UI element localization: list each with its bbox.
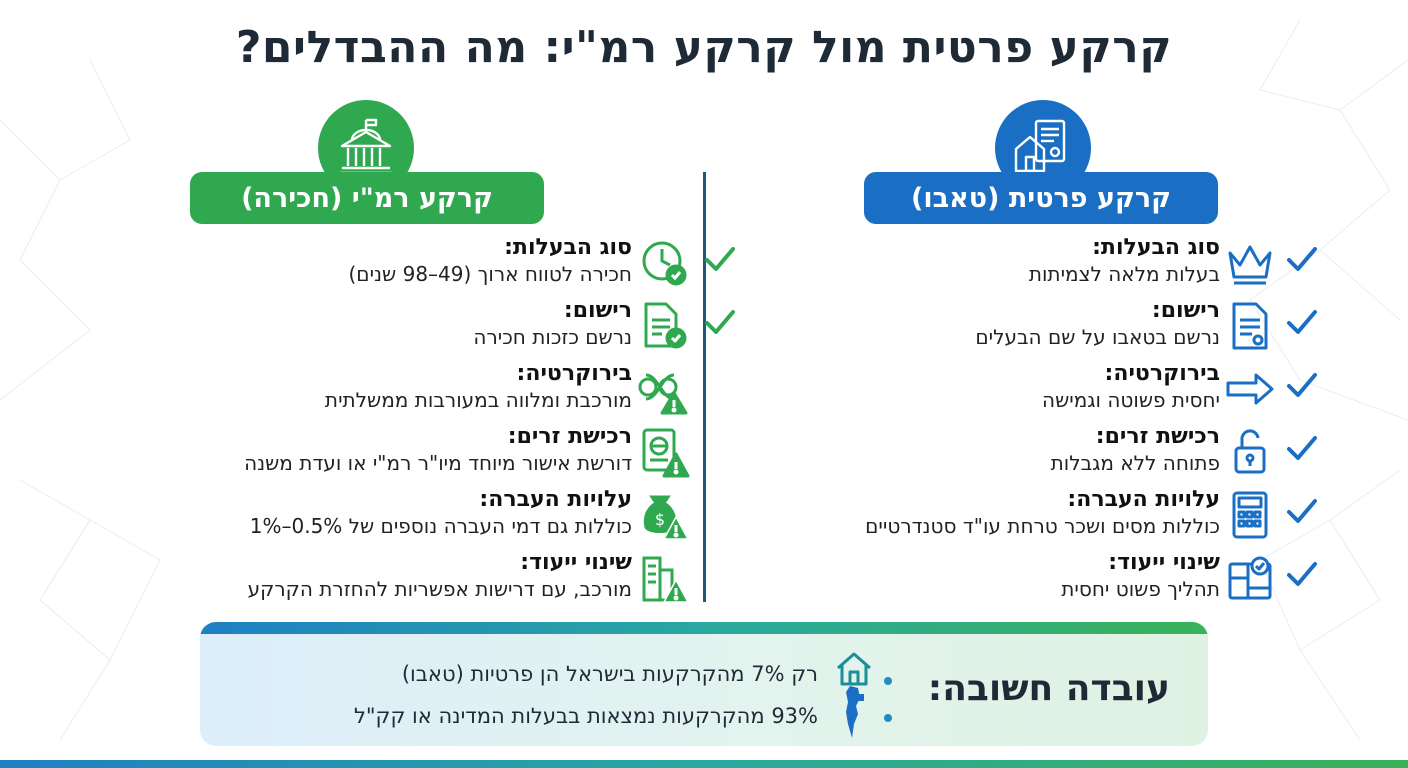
check-icon — [1284, 493, 1320, 529]
passport-warning-icon — [638, 426, 690, 478]
row-label: שינוי ייעוד: — [520, 550, 632, 575]
rmi-row-foreign-purchase: רכישת זרים: דורשת אישור מיוחד מיו"ר רמ"י… — [110, 424, 690, 484]
israel-map-icon — [838, 684, 868, 740]
row-label: רישום: — [1151, 298, 1220, 323]
row-description: דורשת אישור מיוחד מיו"ר רמ"י או ועדת משנ… — [244, 451, 632, 475]
row-description: כוללות מסים ושכר טרחת עו"ד סטנדרטיים — [865, 514, 1220, 538]
blueprint-check-icon — [1224, 552, 1276, 604]
rmi-row-ownership: סוג הבעלות: חכירה לטווח ארוך (49–98 שנים… — [110, 235, 735, 295]
document-check-icon — [638, 300, 690, 352]
rmi-row-rezoning: שינוי ייעוד: מורכב, עם דרישות אפשריות לה… — [110, 550, 690, 610]
rmi-row-bureaucracy: בירוקרטיה: מורכבת ומלווה במעורבות ממשלתי… — [110, 361, 690, 421]
rmi-row-transfer-costs: $ עלויות העברה: כוללות גם דמי העברה נוספ… — [110, 487, 690, 547]
check-icon — [702, 304, 738, 340]
tangled-warning-icon — [638, 363, 690, 415]
check-icon — [1284, 304, 1320, 340]
check-icon — [1284, 556, 1320, 592]
row-description: מורכב, עם דרישות אפשריות להחזרת הקרקע — [247, 577, 632, 601]
clock-check-icon — [638, 237, 690, 289]
fact-item-private: רק 7% מהקרקעות בישראל הן פרטיות (טאבו) — [401, 662, 818, 686]
row-description: בעלות מלאה לצמיתות — [1028, 262, 1220, 286]
important-fact-box: עובדה חשובה: רק 7% מהקרקעות בישראל הן פר… — [200, 622, 1208, 746]
row-description: חכירה לטווח ארוך (49–98 שנים) — [348, 262, 633, 286]
page-title: קרקע פרטית מול קרקע רמ"י: מה ההבדלים? — [235, 22, 1173, 73]
row-description: נרשם בטאבו על שם הבעלים — [975, 325, 1220, 349]
private-row-ownership: סוג הבעלות: בעלות מלאה לצמיתות — [700, 235, 1320, 295]
row-label: בירוקרטיה: — [516, 361, 632, 386]
svg-text:$: $ — [655, 510, 665, 529]
row-label: שינוי ייעוד: — [1108, 550, 1220, 575]
row-description: מורכבת ומלווה במעורבות ממשלתית — [324, 388, 632, 412]
check-icon — [1284, 367, 1320, 403]
check-icon — [1284, 430, 1320, 466]
row-label: רכישת זרים: — [1095, 424, 1220, 449]
row-label: בירוקרטיה: — [1104, 361, 1220, 386]
check-icon — [1284, 241, 1320, 277]
rmi-row-registration: רישום: נרשם כזכות חכירה — [110, 298, 735, 358]
arrow-right-icon — [1224, 363, 1276, 415]
private-row-bureaucracy: בירוקרטיה: יחסית פשוטה וגמישה — [700, 361, 1320, 421]
row-description: כוללות גם דמי העברה נוספים של 0.5%–1% — [249, 514, 632, 538]
buildings-warning-icon — [638, 552, 690, 604]
private-row-rezoning: שינוי ייעוד: תהליך פשוט יחסית — [700, 550, 1320, 610]
crown-icon — [1224, 237, 1276, 289]
fact-item-state: 93% מהקרקעות נמצאות בבעלות המדינה או קק"… — [353, 704, 818, 728]
document-seal-icon — [1224, 300, 1276, 352]
row-label: סוג הבעלות: — [1092, 235, 1220, 260]
row-label: עלויות העברה: — [1067, 487, 1220, 512]
row-description: פתוחה ללא מגבלות — [1050, 451, 1220, 475]
bottom-accent-bar — [0, 760, 1408, 768]
calculator-icon — [1224, 489, 1276, 541]
money-bag-warning-icon: $ — [638, 489, 690, 541]
row-label: רישום: — [563, 298, 632, 323]
private-land-heading: קרקע פרטית (טאבו) — [864, 172, 1218, 224]
fact-box-accent-bar — [200, 622, 1208, 634]
bullet-dot — [884, 677, 892, 685]
column-divider — [703, 172, 706, 602]
row-description: נרשם כזכות חכירה — [473, 325, 632, 349]
row-description: יחסית פשוטה וגמישה — [1042, 388, 1220, 412]
house-icon — [834, 650, 874, 688]
fact-title: עובדה חשובה: — [927, 668, 1170, 709]
unlocked-padlock-icon — [1224, 426, 1276, 478]
row-label: רכישת זרים: — [507, 424, 632, 449]
row-description: תהליך פשוט יחסית — [1061, 577, 1220, 601]
rmi-land-heading: קרקע רמ"י (חכירה) — [190, 172, 544, 224]
private-row-registration: רישום: נרשם בטאבו על שם הבעלים — [700, 298, 1320, 358]
bullet-dot — [884, 714, 892, 722]
row-label: עלויות העברה: — [479, 487, 632, 512]
check-icon — [702, 241, 738, 277]
private-row-transfer-costs: עלויות העברה: כוללות מסים ושכר טרחת עו"ד… — [700, 487, 1320, 547]
row-label: סוג הבעלות: — [504, 235, 632, 260]
private-row-foreign-purchase: רכישת זרים: פתוחה ללא מגבלות — [700, 424, 1320, 484]
